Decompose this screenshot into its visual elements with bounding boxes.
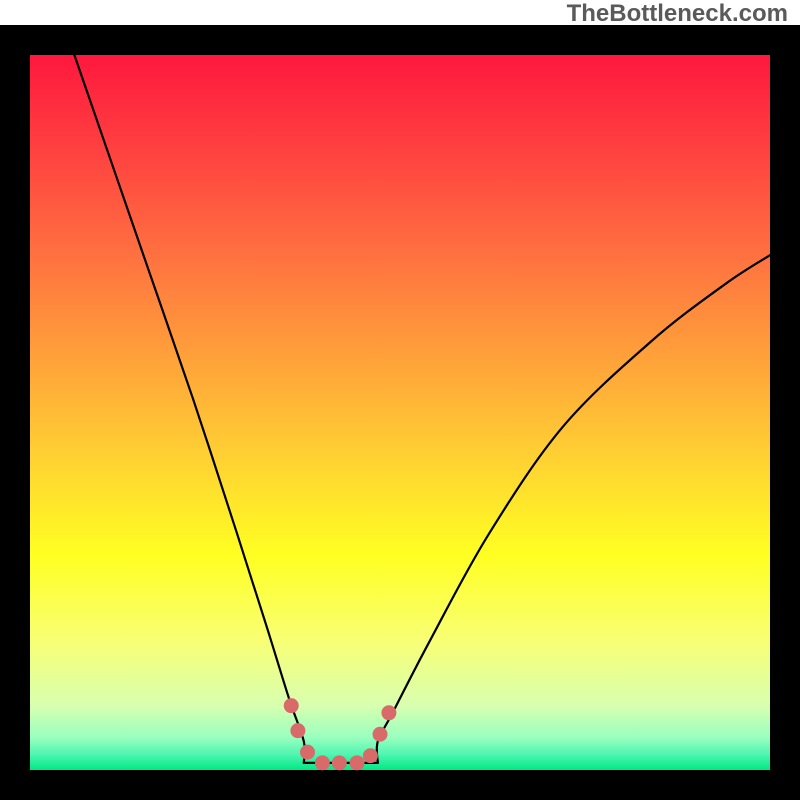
curve-bead [363, 748, 378, 763]
curve-bead [381, 705, 396, 720]
curve-bead [315, 755, 330, 770]
curve-bead [332, 755, 347, 770]
watermark-text: TheBottleneck.com [567, 0, 788, 28]
curve-bead [350, 755, 365, 770]
curve-bead [290, 723, 305, 738]
gradient-background [30, 55, 770, 770]
chart-svg [0, 0, 800, 800]
chart-root: TheBottleneck.com [0, 0, 800, 800]
curve-bead [373, 727, 388, 742]
curve-bead [284, 698, 299, 713]
curve-bead [300, 745, 315, 760]
